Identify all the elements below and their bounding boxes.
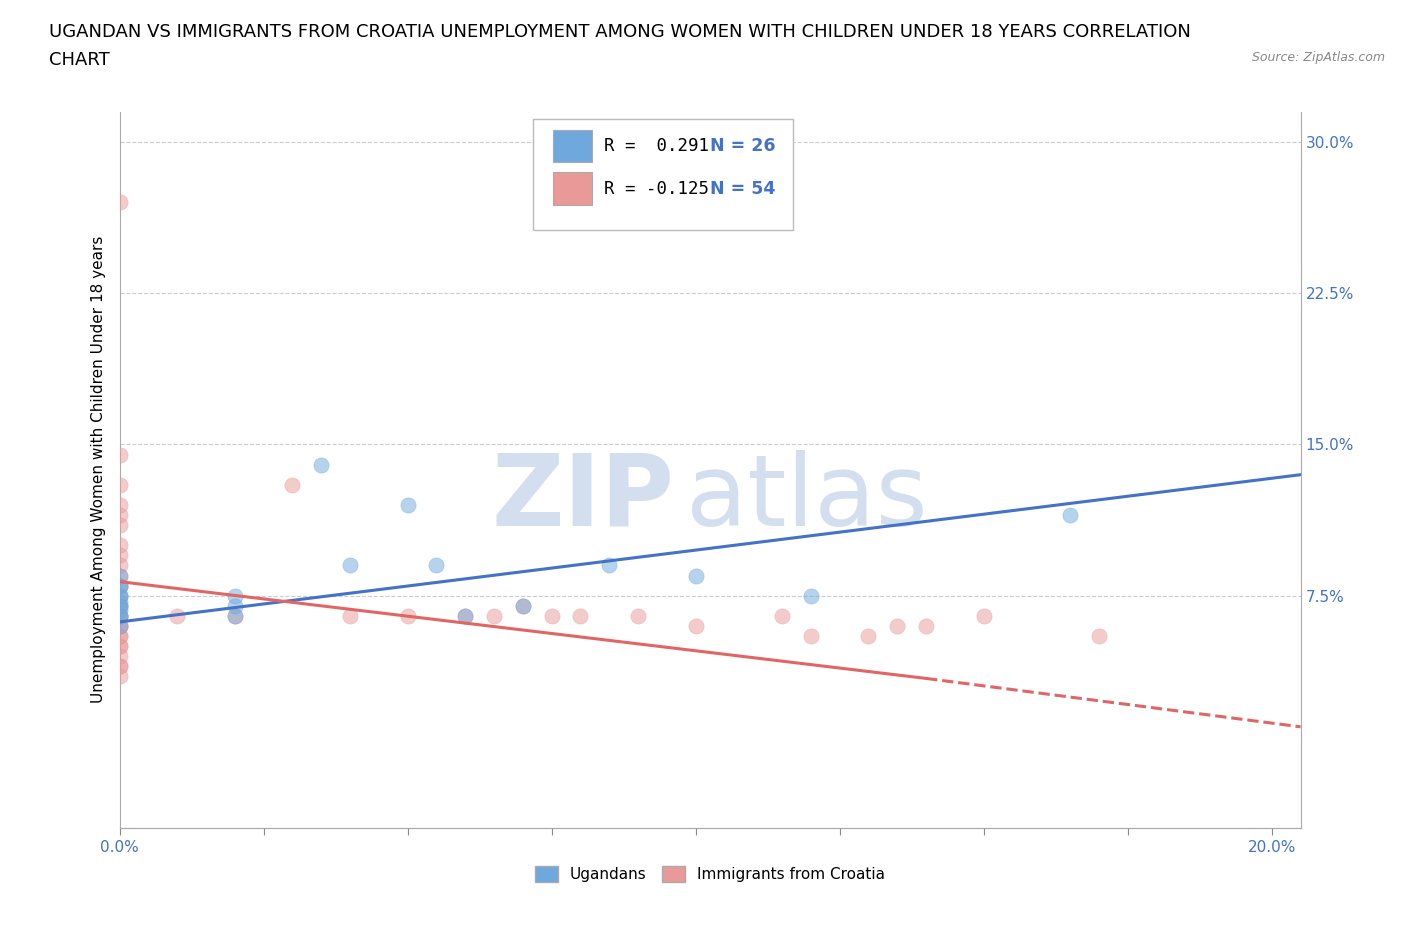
Point: [685, 568, 707, 583]
Point: [108, 589, 131, 604]
Point: [108, 548, 131, 563]
Point: [108, 618, 131, 633]
Text: ZIP: ZIP: [492, 450, 675, 547]
FancyBboxPatch shape: [533, 119, 793, 230]
Point: [108, 195, 131, 210]
Point: [770, 608, 793, 623]
Point: [627, 608, 650, 623]
Point: [224, 608, 246, 623]
Point: [396, 498, 419, 512]
Point: [166, 608, 188, 623]
Point: [108, 538, 131, 552]
Point: [108, 669, 131, 684]
Point: [108, 589, 131, 604]
Point: [454, 608, 477, 623]
Point: [108, 658, 131, 673]
Point: [685, 618, 707, 633]
Point: [108, 658, 131, 673]
Point: [886, 618, 908, 633]
Point: [108, 477, 131, 492]
Point: [800, 629, 823, 644]
Point: [281, 477, 304, 492]
Text: Source: ZipAtlas.com: Source: ZipAtlas.com: [1251, 51, 1385, 64]
Point: [339, 558, 361, 573]
Point: [512, 598, 534, 613]
FancyBboxPatch shape: [553, 172, 592, 205]
Point: [598, 558, 620, 573]
Point: [396, 608, 419, 623]
Point: [108, 447, 131, 462]
Point: [800, 589, 823, 604]
Point: [425, 558, 447, 573]
Point: [108, 568, 131, 583]
Point: [224, 608, 246, 623]
Legend: Ugandans, Immigrants from Croatia: Ugandans, Immigrants from Croatia: [529, 860, 891, 888]
Point: [108, 608, 131, 623]
Point: [1088, 629, 1111, 644]
Text: atlas: atlas: [686, 450, 928, 547]
Point: [108, 568, 131, 583]
Point: [108, 578, 131, 593]
FancyBboxPatch shape: [553, 129, 592, 162]
Point: [108, 589, 131, 604]
Point: [108, 558, 131, 573]
Point: [1059, 508, 1081, 523]
Text: N = 26: N = 26: [710, 137, 776, 155]
Point: [108, 594, 131, 609]
Point: [108, 608, 131, 623]
Point: [915, 618, 938, 633]
Point: [108, 603, 131, 618]
Point: [108, 608, 131, 623]
Point: [108, 639, 131, 654]
Point: [858, 629, 880, 644]
Point: [454, 608, 477, 623]
Point: [512, 598, 534, 613]
Point: [108, 598, 131, 613]
Text: CHART: CHART: [49, 51, 110, 69]
Point: [108, 498, 131, 512]
Point: [540, 608, 562, 623]
Point: [224, 589, 246, 604]
Point: [108, 578, 131, 593]
Text: UGANDAN VS IMMIGRANTS FROM CROATIA UNEMPLOYMENT AMONG WOMEN WITH CHILDREN UNDER : UGANDAN VS IMMIGRANTS FROM CROATIA UNEMP…: [49, 23, 1191, 41]
Point: [108, 518, 131, 533]
Point: [108, 598, 131, 613]
Point: [108, 608, 131, 623]
Point: [108, 649, 131, 664]
Text: R =  0.291: R = 0.291: [603, 137, 709, 155]
Text: R = -0.125: R = -0.125: [603, 179, 709, 198]
Point: [108, 639, 131, 654]
Point: [224, 598, 246, 613]
Point: [569, 608, 592, 623]
Point: [482, 608, 505, 623]
Point: [108, 618, 131, 633]
Text: N = 54: N = 54: [710, 179, 775, 198]
Point: [973, 608, 995, 623]
Point: [108, 578, 131, 593]
Point: [309, 458, 332, 472]
Y-axis label: Unemployment Among Women with Children Under 18 years: Unemployment Among Women with Children U…: [90, 236, 105, 703]
Point: [108, 629, 131, 644]
Point: [108, 598, 131, 613]
Point: [108, 508, 131, 523]
Point: [108, 629, 131, 644]
Point: [108, 618, 131, 633]
Point: [339, 608, 361, 623]
